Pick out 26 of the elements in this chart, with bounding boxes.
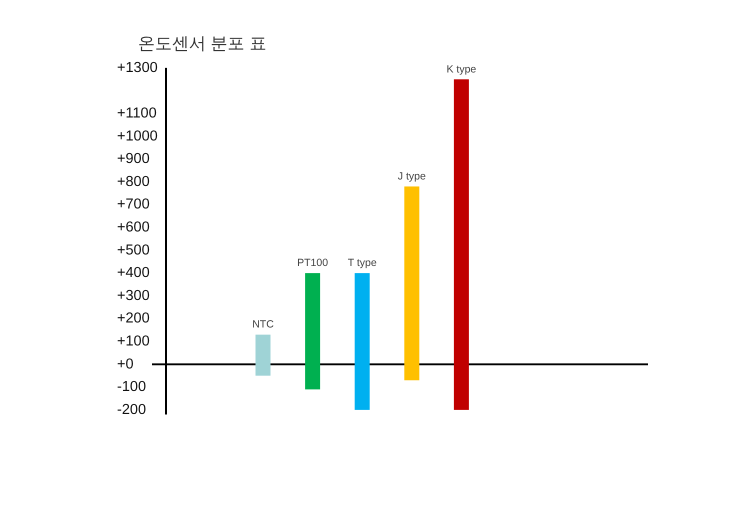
- bar: [256, 334, 270, 376]
- y-tick-label: -100: [117, 379, 146, 396]
- bar: [454, 79, 469, 410]
- x-tick-label: NTC: [252, 318, 274, 331]
- y-tick-label: +900: [117, 151, 150, 168]
- y-tick-label: +600: [117, 220, 150, 236]
- y-tick-label: +700: [117, 196, 150, 213]
- x-tick-label: K type: [446, 63, 476, 76]
- x-tick-label: PT100: [297, 257, 328, 270]
- y-tick-label: +1100: [117, 106, 157, 122]
- y-tick-label: +400: [117, 265, 150, 282]
- y-tick-label: +0: [117, 356, 134, 372]
- bar: [354, 273, 370, 410]
- y-tick-label: +800: [117, 174, 150, 190]
- y-tick-label: +500: [117, 242, 150, 258]
- x-tick-label: T type: [348, 257, 377, 270]
- chart-title: 온도센서 분포 표: [138, 34, 266, 53]
- y-tick-label: +300: [117, 288, 150, 304]
- y-tick-label: -200: [117, 402, 146, 418]
- y-tick-label: +1300: [117, 60, 158, 76]
- bar: [305, 273, 320, 390]
- bar: [404, 186, 420, 380]
- y-tick-label: +200: [117, 310, 150, 327]
- x-tick-label: J type: [398, 170, 426, 182]
- y-tick-label: +100: [117, 334, 150, 350]
- y-tick-label: +1000: [117, 128, 158, 144]
